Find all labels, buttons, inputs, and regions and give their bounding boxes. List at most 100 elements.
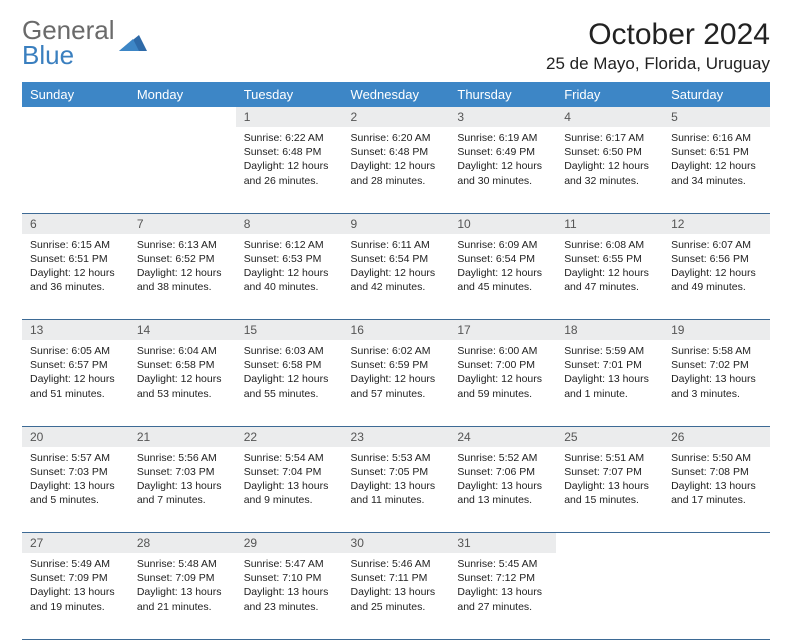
sunset-line: Sunset: 6:52 PM (137, 252, 228, 266)
daynum-row: 20212223242526 (22, 426, 770, 447)
sunrise-line: Sunrise: 6:07 AM (671, 238, 762, 252)
day-cell: Sunrise: 6:09 AMSunset: 6:54 PMDaylight:… (449, 234, 556, 320)
day-number: 23 (343, 426, 450, 447)
day-number: 14 (129, 320, 236, 341)
sunrise-line: Sunrise: 6:09 AM (457, 238, 548, 252)
day-cell (129, 127, 236, 213)
logo-line1: General (22, 18, 115, 43)
sunset-line: Sunset: 6:54 PM (351, 252, 442, 266)
sunrise-line: Sunrise: 5:51 AM (564, 451, 655, 465)
sunrise-line: Sunrise: 5:48 AM (137, 557, 228, 571)
weekday-header: Wednesday (343, 82, 450, 107)
daylight-line: Daylight: 13 hours and 1 minute. (564, 372, 655, 400)
sunrise-line: Sunrise: 6:08 AM (564, 238, 655, 252)
sunset-line: Sunset: 7:01 PM (564, 358, 655, 372)
day-cell: Sunrise: 6:19 AMSunset: 6:49 PMDaylight:… (449, 127, 556, 213)
daylight-line: Daylight: 12 hours and 32 minutes. (564, 159, 655, 187)
sunset-line: Sunset: 7:08 PM (671, 465, 762, 479)
daylight-line: Daylight: 12 hours and 36 minutes. (30, 266, 121, 294)
daylight-line: Daylight: 12 hours and 57 minutes. (351, 372, 442, 400)
daylight-line: Daylight: 13 hours and 17 minutes. (671, 479, 762, 507)
day-cell: Sunrise: 5:59 AMSunset: 7:01 PMDaylight:… (556, 340, 663, 426)
sunset-line: Sunset: 6:56 PM (671, 252, 762, 266)
daynum-row: 12345 (22, 107, 770, 127)
day-cell: Sunrise: 5:46 AMSunset: 7:11 PMDaylight:… (343, 553, 450, 639)
daylight-line: Daylight: 12 hours and 40 minutes. (244, 266, 335, 294)
daylight-line: Daylight: 12 hours and 34 minutes. (671, 159, 762, 187)
day-cell: Sunrise: 6:07 AMSunset: 6:56 PMDaylight:… (663, 234, 770, 320)
sunset-line: Sunset: 6:58 PM (137, 358, 228, 372)
sunrise-line: Sunrise: 5:45 AM (457, 557, 548, 571)
daynum-row: 2728293031 (22, 533, 770, 554)
logo-triangle-icon (119, 35, 147, 51)
sunrise-line: Sunrise: 5:54 AM (244, 451, 335, 465)
daylight-line: Daylight: 13 hours and 5 minutes. (30, 479, 121, 507)
sunrise-line: Sunrise: 6:13 AM (137, 238, 228, 252)
day-cell: Sunrise: 5:45 AMSunset: 7:12 PMDaylight:… (449, 553, 556, 639)
sunset-line: Sunset: 7:07 PM (564, 465, 655, 479)
daylight-line: Daylight: 12 hours and 26 minutes. (244, 159, 335, 187)
sunset-line: Sunset: 6:51 PM (30, 252, 121, 266)
day-number: 17 (449, 320, 556, 341)
day-cell: Sunrise: 6:20 AMSunset: 6:48 PMDaylight:… (343, 127, 450, 213)
sunset-line: Sunset: 7:09 PM (137, 571, 228, 585)
sunrise-line: Sunrise: 6:16 AM (671, 131, 762, 145)
sunrise-line: Sunrise: 6:22 AM (244, 131, 335, 145)
day-cell: Sunrise: 5:57 AMSunset: 7:03 PMDaylight:… (22, 447, 129, 533)
sunset-line: Sunset: 6:50 PM (564, 145, 655, 159)
daylight-line: Daylight: 13 hours and 11 minutes. (351, 479, 442, 507)
day-content-row: Sunrise: 6:05 AMSunset: 6:57 PMDaylight:… (22, 340, 770, 426)
day-number (663, 533, 770, 554)
day-cell: Sunrise: 5:48 AMSunset: 7:09 PMDaylight:… (129, 553, 236, 639)
day-number: 7 (129, 213, 236, 234)
weekday-header-row: SundayMondayTuesdayWednesdayThursdayFrid… (22, 82, 770, 107)
day-content-row: Sunrise: 5:57 AMSunset: 7:03 PMDaylight:… (22, 447, 770, 533)
sunset-line: Sunset: 7:03 PM (30, 465, 121, 479)
sunset-line: Sunset: 7:11 PM (351, 571, 442, 585)
sunrise-line: Sunrise: 6:04 AM (137, 344, 228, 358)
daylight-line: Daylight: 12 hours and 49 minutes. (671, 266, 762, 294)
daylight-line: Daylight: 13 hours and 13 minutes. (457, 479, 548, 507)
daylight-line: Daylight: 12 hours and 28 minutes. (351, 159, 442, 187)
daylight-line: Daylight: 12 hours and 53 minutes. (137, 372, 228, 400)
sunrise-line: Sunrise: 5:47 AM (244, 557, 335, 571)
day-number: 21 (129, 426, 236, 447)
daylight-line: Daylight: 13 hours and 3 minutes. (671, 372, 762, 400)
day-number: 29 (236, 533, 343, 554)
day-cell: Sunrise: 6:17 AMSunset: 6:50 PMDaylight:… (556, 127, 663, 213)
sunset-line: Sunset: 6:55 PM (564, 252, 655, 266)
sunset-line: Sunset: 7:00 PM (457, 358, 548, 372)
day-number: 10 (449, 213, 556, 234)
day-number: 8 (236, 213, 343, 234)
daylight-line: Daylight: 13 hours and 7 minutes. (137, 479, 228, 507)
day-content-row: Sunrise: 5:49 AMSunset: 7:09 PMDaylight:… (22, 553, 770, 639)
day-cell: Sunrise: 6:11 AMSunset: 6:54 PMDaylight:… (343, 234, 450, 320)
sunset-line: Sunset: 6:53 PM (244, 252, 335, 266)
sunrise-line: Sunrise: 6:02 AM (351, 344, 442, 358)
sunset-line: Sunset: 6:51 PM (671, 145, 762, 159)
daylight-line: Daylight: 12 hours and 55 minutes. (244, 372, 335, 400)
sunrise-line: Sunrise: 5:58 AM (671, 344, 762, 358)
day-number: 28 (129, 533, 236, 554)
sunrise-line: Sunrise: 6:15 AM (30, 238, 121, 252)
day-number: 5 (663, 107, 770, 127)
sunset-line: Sunset: 7:04 PM (244, 465, 335, 479)
day-cell: Sunrise: 6:22 AMSunset: 6:48 PMDaylight:… (236, 127, 343, 213)
day-cell: Sunrise: 5:51 AMSunset: 7:07 PMDaylight:… (556, 447, 663, 533)
daylight-line: Daylight: 12 hours and 51 minutes. (30, 372, 121, 400)
day-number: 11 (556, 213, 663, 234)
sunset-line: Sunset: 6:49 PM (457, 145, 548, 159)
day-cell: Sunrise: 5:58 AMSunset: 7:02 PMDaylight:… (663, 340, 770, 426)
sunset-line: Sunset: 6:48 PM (244, 145, 335, 159)
day-cell: Sunrise: 6:00 AMSunset: 7:00 PMDaylight:… (449, 340, 556, 426)
day-number: 25 (556, 426, 663, 447)
daynum-row: 6789101112 (22, 213, 770, 234)
day-cell: Sunrise: 6:05 AMSunset: 6:57 PMDaylight:… (22, 340, 129, 426)
sunrise-line: Sunrise: 5:49 AM (30, 557, 121, 571)
day-number (556, 533, 663, 554)
day-content-row: Sunrise: 6:15 AMSunset: 6:51 PMDaylight:… (22, 234, 770, 320)
daylight-line: Daylight: 13 hours and 15 minutes. (564, 479, 655, 507)
day-number: 6 (22, 213, 129, 234)
weekday-header: Sunday (22, 82, 129, 107)
logo: General Blue (22, 18, 147, 67)
